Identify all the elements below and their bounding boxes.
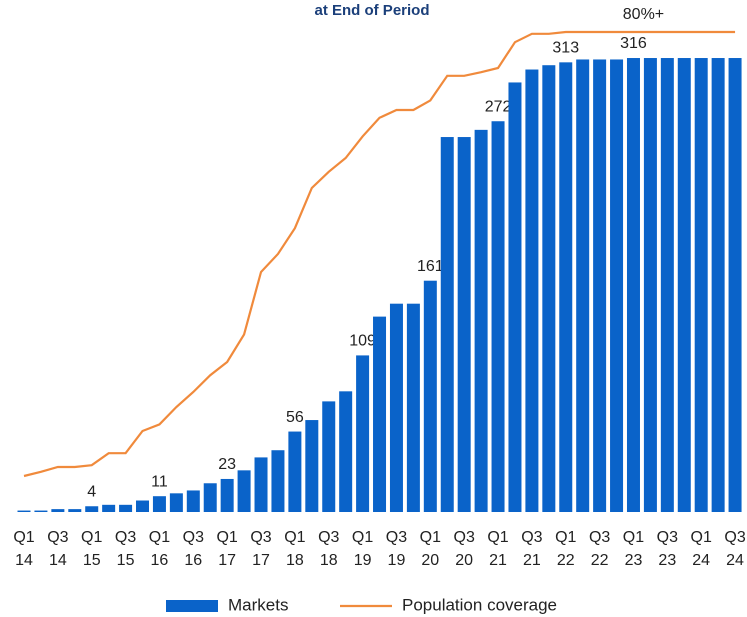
bar: [305, 420, 319, 512]
data-label: 313: [552, 40, 579, 57]
data-label: 272: [485, 98, 512, 115]
chart-title: at End of Period: [314, 2, 429, 19]
x-tick-label: Q1 21: [487, 529, 509, 569]
bar: [169, 493, 183, 512]
data-label: 56: [286, 409, 304, 426]
data-label: 23: [218, 456, 236, 473]
x-tick-label: Q1 20: [419, 529, 441, 569]
bar: [203, 483, 217, 512]
bar: [356, 355, 370, 512]
x-tick-label: Q1 22: [555, 529, 577, 569]
line: [23, 30, 736, 478]
bar: [711, 58, 725, 512]
data-label: 11: [151, 473, 168, 490]
bar: [728, 58, 742, 512]
bar: [68, 509, 82, 512]
bar: [660, 58, 674, 512]
bar: [389, 303, 403, 512]
x-tick-label: Q1 19: [351, 529, 374, 569]
data-label: 4: [87, 483, 96, 500]
data-label: 161: [417, 258, 444, 275]
data-label: 316: [620, 35, 647, 52]
bar: [339, 391, 353, 512]
x-tick-label: Q1 17: [216, 529, 238, 569]
bar: [643, 58, 657, 512]
bar: [136, 500, 150, 512]
bar: [474, 129, 488, 512]
bar: [677, 58, 691, 512]
bar: [525, 69, 539, 513]
bar: [186, 490, 200, 512]
bar: [626, 58, 640, 512]
bar: [423, 280, 437, 512]
x-tick-label: Q3 23: [656, 529, 678, 569]
x-tick-label: Q1 18: [284, 529, 306, 569]
bar: [559, 62, 573, 513]
data-label: 80%+: [623, 6, 664, 23]
x-tick-label: Q3 24: [724, 529, 746, 569]
legend-label: Markets: [228, 595, 288, 614]
bar: [220, 478, 234, 512]
x-tick-label: Q1 15: [81, 529, 103, 569]
bar: [457, 137, 471, 513]
bar: [34, 510, 48, 512]
bar: [593, 59, 607, 513]
bar: [576, 59, 590, 513]
x-tick-label: Q3 18: [318, 529, 340, 569]
x-tick-label: Q3 20: [453, 529, 475, 569]
x-tick-label: Q3 21: [521, 529, 543, 569]
legend-label: Population coverage: [402, 595, 557, 614]
x-tick-label: Q3 22: [588, 529, 611, 569]
x-tick-label: Q1 24: [690, 529, 712, 569]
x-tick-label: Q3 16: [182, 529, 204, 569]
bar: [102, 504, 116, 512]
bar: [542, 65, 556, 512]
bar: [271, 450, 285, 512]
bar: [17, 510, 31, 512]
bar: [51, 509, 65, 512]
x-tick-label: Q1 16: [148, 529, 171, 569]
x-tick-label: Q3 17: [250, 529, 272, 569]
bar: [288, 431, 302, 512]
x-tick-label: Q3 14: [47, 529, 69, 569]
bar: [85, 506, 99, 512]
bar: [322, 401, 336, 512]
x-tick-label: Q3 19: [385, 529, 408, 569]
x-tick-label: Q1 14: [13, 529, 35, 569]
legend-swatch: [166, 600, 218, 612]
bar: [694, 58, 708, 512]
bar: [508, 82, 522, 512]
bar: [119, 504, 133, 512]
bar: [406, 303, 420, 512]
data-label: 109: [349, 333, 376, 350]
bar: [373, 316, 387, 512]
bar: [491, 121, 505, 512]
bar: [254, 457, 268, 512]
bar: [440, 137, 454, 513]
bar: [152, 496, 166, 512]
x-tick-label: Q3 15: [114, 529, 137, 569]
bar: [237, 470, 251, 512]
x-tick-label: Q1 23: [622, 529, 645, 569]
bar: [610, 59, 624, 513]
